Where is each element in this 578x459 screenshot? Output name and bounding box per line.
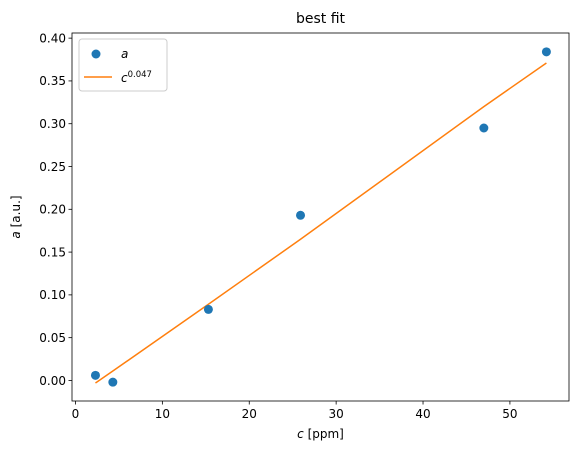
legend: a c0.047 [78,38,168,92]
fit-line [95,62,547,384]
points-layer [90,47,551,387]
legend-label-fit-exp: 0.047 [128,70,152,80]
x-axis-label-var: c [297,427,304,441]
data-point [479,123,489,133]
x-tick-label: 0 [72,407,80,421]
y-tick-label: 0.35 [39,74,66,88]
fit-line-layer [95,62,547,384]
legend-marker-a [91,49,101,59]
y-axis-label-unit: [a.u.] [9,195,23,231]
y-axis-label-var: a [9,231,23,238]
legend-label-fit-base: c [121,71,128,85]
y-tick-label: 0.10 [39,288,66,302]
y-tick-label: 0.40 [39,31,66,45]
x-axis-label: c [ppm] [297,427,344,441]
y-axis-label: a [a.u.] [9,195,23,238]
y-ticks: 0.00 0.05 0.10 0.15 0.20 0.25 0.30 0.35 0.40 [39,31,72,388]
x-axis-label-unit: [ppm] [304,427,344,441]
data-point [541,47,551,57]
legend-label-a: a [121,47,128,61]
y-tick-label: 0.25 [39,160,66,174]
x-tick-label: 20 [242,407,257,421]
y-tick-label: 0.20 [39,203,66,217]
data-point [296,210,306,220]
x-tick-label: 50 [502,407,517,421]
data-point [90,370,100,380]
legend-box [78,38,168,92]
x-ticks: 0 10 20 30 40 50 [72,401,518,421]
plot-frame [71,32,570,402]
y-tick-label: 0.15 [39,245,66,259]
y-tick-label: 0.30 [39,117,66,131]
data-point [108,377,118,387]
x-tick-label: 30 [328,407,343,421]
y-tick-label: 0.05 [39,331,66,345]
data-point [203,304,213,314]
legend-label-fit: c0.047 [121,70,152,85]
chart-title: best fit [296,11,346,27]
x-tick-label: 10 [155,407,170,421]
y-tick-label: 0.00 [39,374,66,388]
x-tick-label: 40 [415,407,430,421]
